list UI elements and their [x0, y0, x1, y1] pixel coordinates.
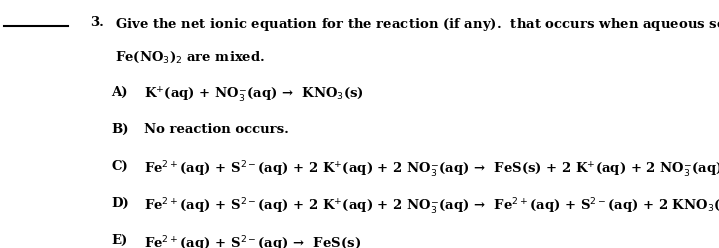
Text: Give the net ionic equation for the reaction (if any).  that occurs when aqueous: Give the net ionic equation for the reac… — [115, 16, 719, 33]
Text: Fe$^{2+}$(aq) + S$^{2-}$(aq) + 2 K$^{+}$(aq) + 2 NO$_{3}^{-}$(aq) →  Fe$^{2+}$(a: Fe$^{2+}$(aq) + S$^{2-}$(aq) + 2 K$^{+}$… — [144, 197, 719, 217]
Text: C): C) — [111, 160, 128, 173]
Text: A): A) — [111, 86, 128, 98]
Text: B): B) — [111, 123, 129, 136]
Text: Fe$^{2+}$(aq) + S$^{2-}$(aq) →  FeS(s): Fe$^{2+}$(aq) + S$^{2-}$(aq) → FeS(s) — [144, 234, 361, 248]
Text: Fe(NO$_{3}$)$_{2}$ are mixed.: Fe(NO$_{3}$)$_{2}$ are mixed. — [115, 50, 265, 65]
Text: D): D) — [111, 197, 129, 210]
Text: No reaction occurs.: No reaction occurs. — [144, 123, 288, 136]
Text: K$^{+}$(aq) + NO$_{3}^{-}$(aq) →  KNO$_{3}$(s): K$^{+}$(aq) + NO$_{3}^{-}$(aq) → KNO$_{3… — [144, 86, 364, 104]
Text: E): E) — [111, 234, 128, 247]
Text: 3.: 3. — [90, 16, 104, 29]
Text: Fe$^{2+}$(aq) + S$^{2-}$(aq) + 2 K$^{+}$(aq) + 2 NO$_{3}^{-}$(aq) →  FeS(s) + 2 : Fe$^{2+}$(aq) + S$^{2-}$(aq) + 2 K$^{+}$… — [144, 160, 719, 180]
